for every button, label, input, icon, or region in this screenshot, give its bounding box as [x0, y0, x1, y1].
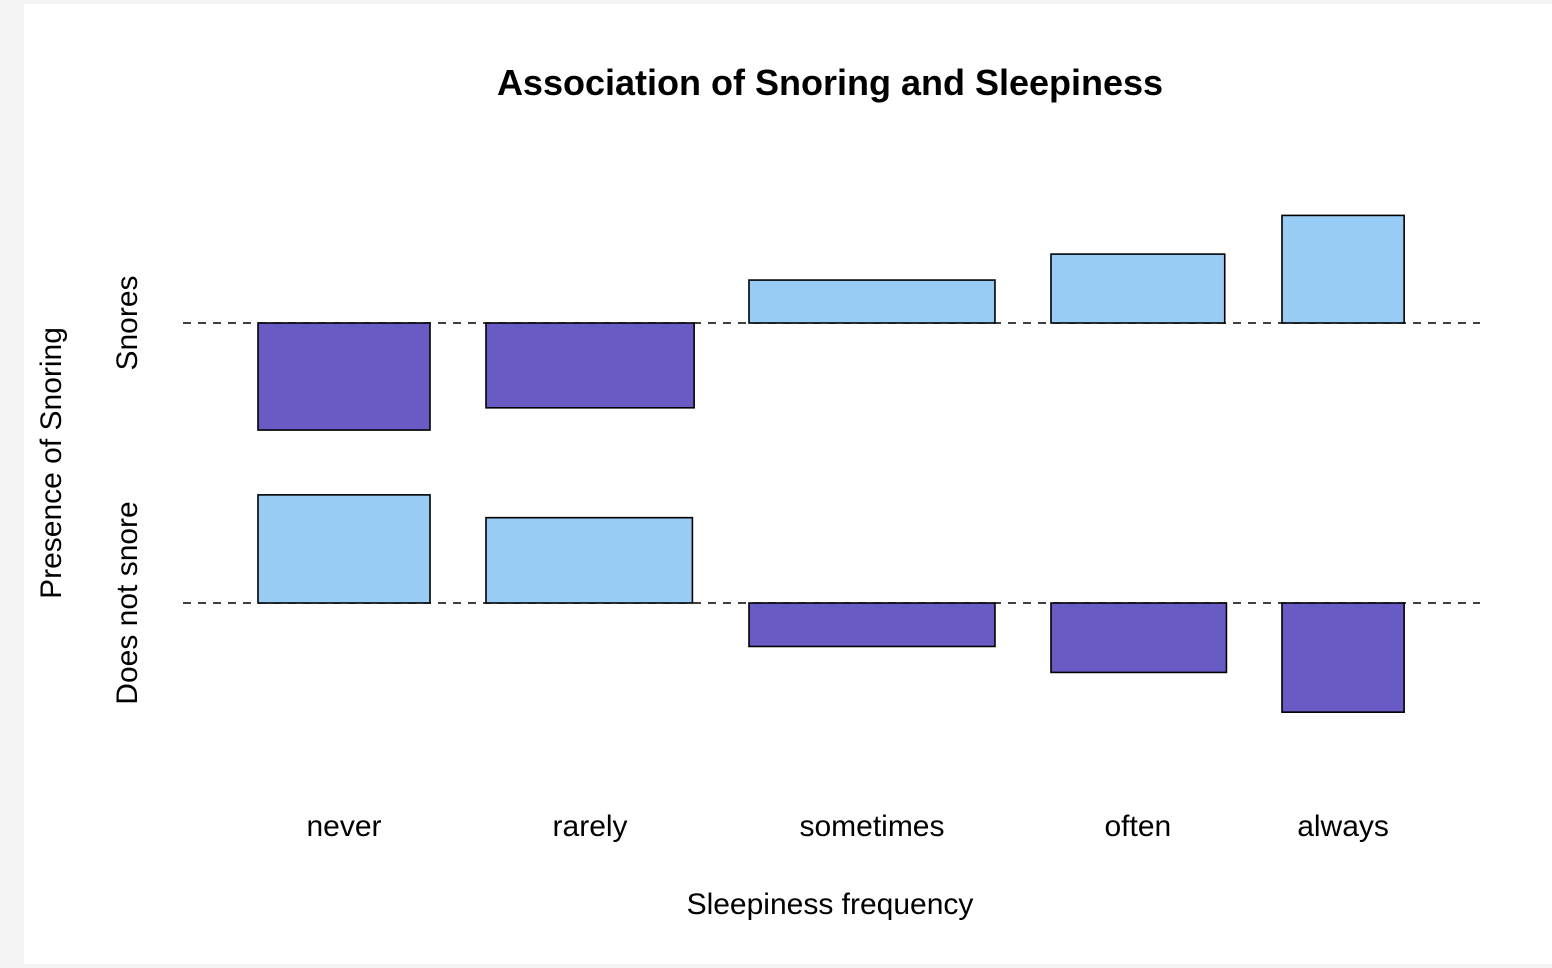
bar-snores-always [1281, 214, 1405, 324]
x-tick-labels: never rarely sometimes often always [306, 810, 1388, 843]
bar-does-not-snore-always [1281, 602, 1405, 713]
chart-title: Association of Snoring and Sleepiness [497, 62, 1163, 103]
bar-does-not-snore-rarely [485, 516, 694, 604]
row-label-snores: Snores [111, 275, 144, 370]
bar-snores-sometimes [748, 279, 996, 324]
x-tick-label-often: often [1104, 810, 1171, 843]
row-label-does-not-snore: Does not snore [111, 501, 144, 704]
y-axis-label: Presence of Snoring [35, 327, 68, 599]
x-tick-label-never: never [306, 810, 381, 843]
chart-frame [24, 4, 1552, 964]
bar-does-not-snore-never [257, 494, 431, 604]
x-tick-label-rarely: rarely [553, 810, 628, 843]
bar-does-not-snore-often [1050, 602, 1228, 674]
bar-snores-never [257, 322, 431, 431]
chart-marks [183, 214, 1480, 713]
x-axis-label: Sleepiness frequency [687, 888, 974, 921]
bar-snores-often [1050, 253, 1226, 324]
x-tick-label-sometimes: sometimes [799, 810, 944, 843]
bar-snores-rarely [485, 322, 695, 409]
bar-does-not-snore-sometimes [748, 602, 996, 648]
x-tick-label-always: always [1297, 810, 1389, 843]
